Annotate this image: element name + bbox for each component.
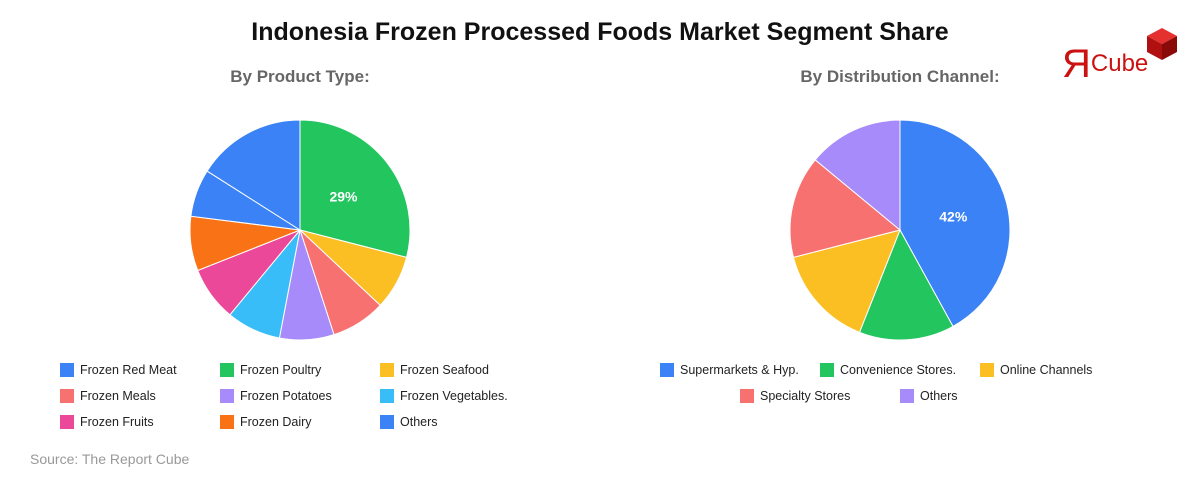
pie-slice-supermarkets-hyp xyxy=(899,119,1011,328)
legend-swatch xyxy=(380,389,394,403)
legend-label: Frozen Fruits xyxy=(80,415,154,429)
distribution-channel-pie: 42% xyxy=(789,119,1011,341)
product-type-subtitle: By Product Type: xyxy=(230,67,370,86)
pie-slice-others xyxy=(814,119,901,232)
legend-swatch xyxy=(220,415,234,429)
legend-swatch xyxy=(900,389,914,403)
data-label-supermarkets-hyp: 42% xyxy=(939,208,968,224)
legend-label: Frozen Vegetables. xyxy=(400,389,508,403)
legend-label: Supermarkets & Hyp. xyxy=(680,363,799,377)
data-label-frozen-poultry: 29% xyxy=(329,188,358,204)
logo-wordmark: ЯCube xyxy=(1062,42,1148,87)
legend-label: Frozen Dairy xyxy=(240,415,312,429)
legend-label: Convenience Stores. xyxy=(840,363,957,377)
legend-swatch xyxy=(980,363,994,377)
logo-glyph: Я xyxy=(1062,42,1091,86)
chart-title: Indonesia Frozen Processed Foods Market … xyxy=(251,18,949,46)
legend-label: Specialty Stores xyxy=(760,389,851,403)
product-type-pie: 29% xyxy=(189,119,411,341)
legend-swatch xyxy=(740,389,754,403)
distribution-channel-subtitle: By Distribution Channel: xyxy=(800,67,1000,86)
pie-slice-frozen-poultry xyxy=(299,119,411,258)
legend-label: Others xyxy=(920,389,958,403)
legend-label: Online Channels xyxy=(1000,363,1093,377)
legend-swatch xyxy=(220,363,234,377)
legend-label: Frozen Potatoes xyxy=(240,389,332,403)
legend-label: Frozen Seafood xyxy=(400,363,489,377)
legend-swatch xyxy=(820,363,834,377)
pie-slice-convenience-stores xyxy=(858,228,954,341)
legend-swatch xyxy=(60,389,74,403)
logo-text: Cube xyxy=(1090,50,1149,77)
legend-swatch xyxy=(660,363,674,377)
report-cube-logo: ЯCube xyxy=(1062,26,1182,86)
legend-swatch xyxy=(380,363,394,377)
pie-slice-specialty-stores xyxy=(789,159,902,258)
source-note: Source: The Report Cube xyxy=(30,451,190,467)
legend-label: Frozen Meals xyxy=(80,389,156,403)
pie-slice-frozen-red-meat xyxy=(206,119,301,231)
legend-swatch xyxy=(220,389,234,403)
legend-label: Frozen Red Meat xyxy=(80,363,177,377)
pie-slice-online-channels xyxy=(792,229,901,333)
legend-label: Frozen Poultry xyxy=(240,363,322,377)
legend-swatch xyxy=(380,415,394,429)
legend-label: Others xyxy=(400,415,438,429)
legend-swatch xyxy=(60,415,74,429)
cube-icon xyxy=(1147,28,1177,60)
legend-swatch xyxy=(60,363,74,377)
